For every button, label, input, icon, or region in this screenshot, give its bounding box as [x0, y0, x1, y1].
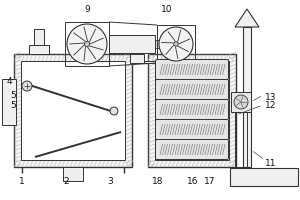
Bar	[144, 61, 161, 63]
Bar	[171, 54, 181, 63]
Bar	[157, 25, 195, 63]
Circle shape	[22, 81, 32, 91]
FancyBboxPatch shape	[155, 119, 229, 140]
Text: 1: 1	[19, 176, 25, 186]
Text: 13: 13	[265, 94, 277, 102]
FancyBboxPatch shape	[155, 99, 229, 119]
Text: 5: 5	[10, 102, 16, 110]
Text: 3: 3	[107, 176, 113, 186]
Bar	[243, 27, 251, 167]
Circle shape	[110, 107, 118, 115]
Circle shape	[234, 95, 248, 109]
Bar	[231, 99, 236, 105]
Bar	[130, 54, 144, 63]
Circle shape	[174, 42, 178, 46]
Bar	[34, 29, 44, 45]
Text: 12: 12	[265, 100, 277, 110]
Text: 4: 4	[6, 77, 12, 86]
FancyBboxPatch shape	[155, 140, 229, 160]
Bar	[63, 167, 83, 181]
Bar	[109, 36, 154, 52]
Bar	[14, 54, 132, 167]
Bar	[230, 168, 298, 186]
Bar	[21, 61, 125, 160]
Bar	[148, 54, 236, 167]
Bar	[109, 35, 155, 53]
Polygon shape	[235, 9, 259, 27]
Text: 2: 2	[63, 176, 69, 186]
Text: 10: 10	[161, 4, 173, 14]
Bar	[29, 45, 49, 54]
Text: 17: 17	[204, 176, 216, 186]
Circle shape	[67, 24, 107, 64]
Bar	[231, 92, 251, 112]
Text: 18: 18	[152, 176, 164, 186]
Circle shape	[159, 27, 193, 61]
FancyBboxPatch shape	[155, 60, 229, 79]
FancyBboxPatch shape	[155, 79, 229, 99]
Bar	[2, 79, 16, 125]
Text: 5: 5	[10, 90, 16, 99]
Text: 11: 11	[265, 160, 277, 168]
Circle shape	[84, 41, 90, 47]
Bar	[155, 61, 229, 160]
Bar	[65, 22, 109, 66]
Bar	[153, 40, 159, 48]
Text: 9: 9	[84, 4, 90, 14]
Bar	[235, 112, 247, 167]
Text: 16: 16	[187, 176, 199, 186]
